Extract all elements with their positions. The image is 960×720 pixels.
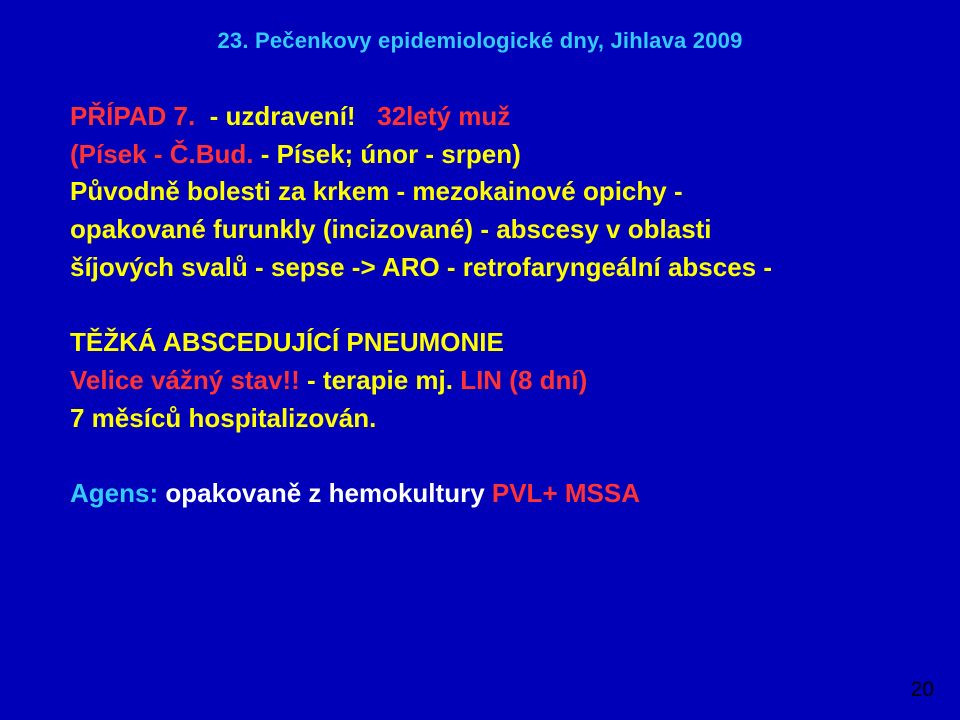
slide: 23. Pečenkovy epidemiologické dny, Jihla… — [0, 0, 960, 720]
line-5: šíjových svalů - sepse -> ARO - retrofar… — [70, 249, 890, 287]
line-7: Velice vážný stav!! - terapie mj. LIN (8… — [70, 362, 890, 400]
outcome: - uzdravení! — [195, 101, 377, 131]
severity: Velice vážný stav!! — [70, 365, 300, 395]
patient-age: 32letý muž — [377, 101, 510, 131]
blank-1 — [70, 286, 890, 324]
line-9: Agens: opakovaně z hemokultury PVL+ MSSA — [70, 475, 890, 513]
page-number: 20 — [911, 678, 934, 702]
line-2: (Písek - Č.Bud. - Písek; únor - srpen) — [70, 136, 890, 174]
location-b: - Písek; únor - srpen) — [253, 139, 520, 169]
slide-header: 23. Pečenkovy epidemiologické dny, Jihla… — [70, 28, 890, 54]
therapy-label: - terapie mj. — [300, 365, 460, 395]
blank-2 — [70, 437, 890, 475]
agens-value: PVL+ MSSA — [492, 478, 640, 508]
agens-text: opakovaně z hemokultury — [158, 478, 492, 508]
case-number: PŘÍPAD 7. — [70, 101, 195, 131]
line-6: TĚŽKÁ ABSCEDUJÍCÍ PNEUMONIE — [70, 324, 890, 362]
agens-label: Agens: — [70, 478, 158, 508]
line-3: Původně bolesti za krkem - mezokainové o… — [70, 173, 890, 211]
location-a: (Písek - Č.Bud. — [70, 139, 253, 169]
line-1: PŘÍPAD 7. - uzdravení! 32letý muž — [70, 98, 890, 136]
line-4: opakované furunkly (incizované) - absces… — [70, 211, 890, 249]
therapy-value: LIN (8 dní) — [460, 365, 587, 395]
slide-body: PŘÍPAD 7. - uzdravení! 32letý muž (Písek… — [70, 98, 890, 513]
line-8: 7 měsíců hospitalizován. — [70, 400, 890, 438]
